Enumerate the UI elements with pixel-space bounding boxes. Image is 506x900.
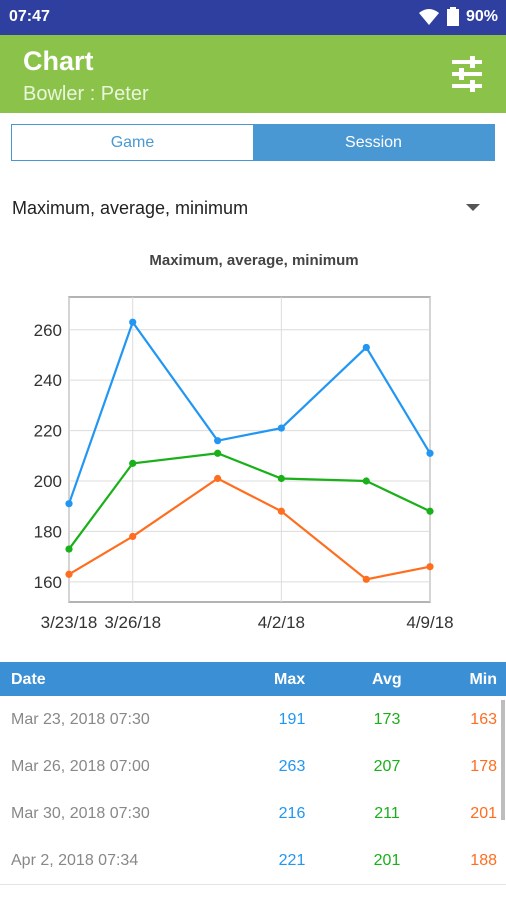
data-point-avg: [426, 507, 434, 515]
battery-percent: 90%: [465, 7, 498, 25]
row-min: 178: [470, 758, 497, 775]
data-point-avg: [129, 459, 137, 467]
row-min: 163: [470, 711, 497, 728]
data-point-avg: [65, 545, 73, 553]
line-chart: Maximum, average, minimum 160 180 200 220 24…: [34, 252, 454, 632]
y-tick-label: 160: [34, 573, 62, 592]
data-point-avg: [214, 449, 222, 457]
data-point-min: [129, 532, 137, 541]
x-tick-label: 3/26/18: [104, 613, 161, 632]
row-date: Mar 30, 2018 07:30: [11, 805, 150, 822]
data-point-min: [214, 474, 222, 483]
tab-session[interactable]: Session: [253, 125, 494, 160]
table-scrollbar[interactable]: [501, 700, 505, 820]
view-toggle: Game Session: [11, 124, 495, 161]
series-line-avg: [68, 452, 431, 550]
tab-game[interactable]: Game: [12, 125, 253, 160]
table-header: Date Max Avg Min: [0, 662, 506, 696]
header-date: Date: [11, 671, 46, 688]
y-tick-label: 180: [34, 522, 62, 541]
status-bar: 07:47 90%: [0, 0, 506, 35]
table-row[interactable]: Mar 26, 2018 07:00 263 207 178: [0, 743, 506, 791]
row-min: 188: [470, 852, 497, 869]
data-point-max: [65, 500, 73, 508]
y-tick-label: 240: [34, 371, 62, 390]
x-tick-label: 4/9/18: [406, 613, 453, 632]
data-point-max: [362, 343, 370, 352]
x-tick-label: 4/2/18: [258, 613, 305, 632]
plot-area: [68, 296, 431, 603]
row-max: 191: [278, 711, 306, 728]
row-avg: 173: [373, 711, 401, 728]
status-icons: 90%: [418, 7, 498, 26]
header-max: Max: [274, 671, 306, 688]
data-point-avg: [277, 474, 285, 483]
y-tick-label: 200: [34, 472, 62, 491]
data-point-max: [214, 437, 222, 445]
battery-icon: [446, 7, 459, 26]
data-point-min: [362, 575, 370, 583]
row-avg: 211: [374, 805, 400, 822]
wifi-icon: [418, 8, 439, 25]
status-time: 07:47: [9, 8, 50, 25]
header-avg: Avg: [372, 671, 402, 688]
data-point-avg: [362, 477, 370, 485]
bowler-subtitle: Bowler : Peter: [23, 83, 149, 105]
row-max: 263: [278, 758, 306, 775]
x-tick-label: 3/23/18: [41, 613, 98, 632]
data-point-max: [129, 318, 137, 326]
app-bar: Chart Bowler : Peter: [0, 35, 506, 113]
chart-title: Maximum, average, minimum: [149, 252, 358, 269]
table-row[interactable]: Mar 23, 2018 07:30 191 173 163: [0, 696, 506, 744]
row-max: 216: [278, 805, 306, 822]
row-avg: 207: [373, 758, 401, 775]
filter-settings-icon[interactable]: [450, 55, 484, 93]
series-line-max: [67, 319, 431, 505]
row-avg: 201: [373, 852, 401, 869]
table-row[interactable]: Apr 2, 2018 07:34 221 201 188: [0, 837, 506, 885]
header-min: Min: [469, 671, 497, 688]
chart-container: Maximum, average, minimum 160 180 200 220 24…: [0, 240, 506, 660]
data-point-max: [426, 449, 434, 457]
table-row[interactable]: Mar 30, 2018 07:30 216 211 201: [0, 790, 506, 838]
y-tick-label: 260: [34, 321, 62, 340]
dropdown-selected-value: Maximum, average, minimum: [12, 198, 249, 218]
y-tick-label: 220: [34, 422, 62, 441]
dropdown-arrow-icon: [466, 204, 480, 211]
page-title: Chart: [23, 46, 94, 76]
row-max: 221: [278, 852, 306, 869]
row-min: 201: [470, 805, 497, 822]
row-date: Apr 2, 2018 07:34: [11, 852, 139, 869]
row-date: Mar 26, 2018 07:00: [11, 758, 150, 775]
chart-type-dropdown[interactable]: Maximum, average, minimum: [0, 176, 506, 240]
data-point-min: [426, 563, 434, 571]
data-point-max: [277, 424, 285, 432]
data-point-min: [277, 507, 285, 515]
series-line-min: [68, 477, 431, 581]
row-date: Mar 23, 2018 07:30: [11, 711, 150, 728]
data-point-min: [65, 570, 73, 578]
